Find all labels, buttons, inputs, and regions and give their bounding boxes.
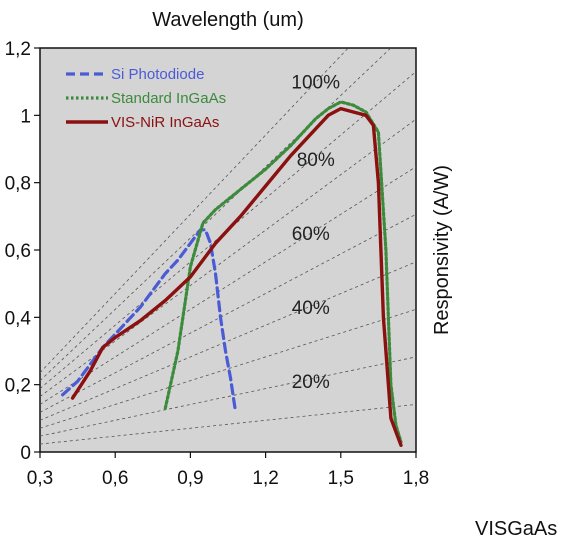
qe-reference-line [40,356,416,437]
x-tick-label: 0,3 [27,468,53,489]
qe-percentage-label: 20% [292,372,330,393]
qe-reference-line [40,213,416,413]
y-tick-label: 1 [20,106,31,127]
qe-percentage-label: 40% [292,298,330,319]
series-line-vis-nir-ingaas [70,106,403,447]
x-tick-label: 0,6 [102,468,128,489]
y-tick-label: 1,2 [5,39,31,60]
qe-percentage-label: 60% [292,224,330,245]
x-tick-label: 1,5 [328,468,354,489]
qe-percentage-label: 100% [291,72,340,93]
legend-label: Standard InGaAs [111,90,226,107]
x-tick-label: 1,8 [403,468,429,489]
y-tick-label: 0,4 [5,308,32,329]
series-line-standard-ingaas [163,100,403,444]
x-axis-title: Wavelength (um) [152,9,304,31]
qe-reference-line [40,71,416,389]
y-tick-label: 0,2 [5,376,31,397]
qe-reference-line [40,48,392,381]
qe-reference-line [40,261,416,421]
x-tick-label: 1,2 [252,468,278,489]
legend-label: Si Photodiode [111,66,204,83]
legend-label: VIS-NiR InGaAs [111,114,219,131]
x-tick-label: 0,9 [177,468,203,489]
qe-percentage-label: 80% [297,150,335,171]
y-tick-label: 0,6 [5,241,31,262]
qe-reference-line [40,48,349,374]
plot-area [39,47,417,453]
qe-reference-line [40,166,416,405]
footer-label: VISGaAs [475,518,558,540]
y-axis-title: Responsivity (A/W) [431,165,453,335]
y-tick-label: 0 [20,443,31,464]
y-tick-label: 0,8 [5,174,31,195]
